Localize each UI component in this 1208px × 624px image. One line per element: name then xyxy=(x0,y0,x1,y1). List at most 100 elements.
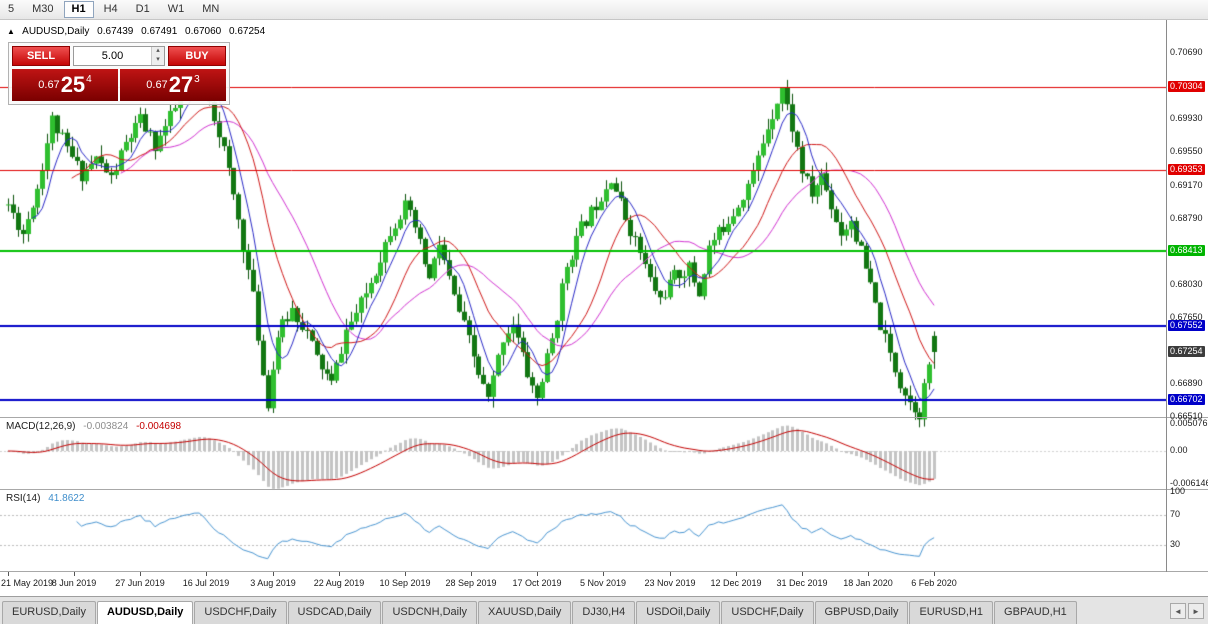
chart-title: ▲ AUDUSD,Daily 0.67439 0.67491 0.67060 0… xyxy=(7,26,270,37)
buy-price-display[interactable]: 0.67 27 3 xyxy=(120,69,226,101)
date-axis-label: 10 Sep 2019 xyxy=(379,578,431,588)
chart-tab-usdchf-daily[interactable]: USDCHF,Daily xyxy=(194,601,287,624)
timeframe-button-mn[interactable]: MN xyxy=(202,3,220,15)
date-tick xyxy=(405,572,406,576)
lot-spinner: ▴ ▾ xyxy=(151,47,164,65)
chart-tabs: EURUSD,Daily AUDUSD,Daily USDCHF,Daily USDC… xyxy=(2,601,1168,624)
ohlc-low: 0.67060 xyxy=(185,26,222,37)
date-tick xyxy=(736,572,737,576)
date-axis[interactable]: 21 May 2019 8 Jun 2019 27 Jun 2019 16 Jul 2… xyxy=(0,572,1208,596)
rsi-axis-label: 70 xyxy=(1170,509,1181,519)
macd-name: MACD(12,26,9) xyxy=(6,421,76,432)
chart-tab-gbpusd-daily[interactable]: GBPUSD,Daily xyxy=(814,601,909,624)
line-price-label: 0.66702 xyxy=(1168,394,1205,405)
date-axis-label: 8 Jun 2019 xyxy=(51,578,97,588)
buy-price-prefix: 0.67 xyxy=(146,79,168,91)
price-axis[interactable]: 0.70690 0.69930 0.69550 0.69170 0.68790 0.680… xyxy=(1167,20,1208,572)
chart-tabbar: EURUSD,Daily AUDUSD,Daily USDCHF,Daily USDC… xyxy=(0,596,1208,624)
date-tick xyxy=(206,572,207,576)
date-tick xyxy=(140,572,141,576)
chart-marker-icon: ▲ xyxy=(7,27,15,36)
date-axis-label: 27 Jun 2019 xyxy=(115,578,165,588)
date-axis-label: 18 Jan 2020 xyxy=(843,578,893,588)
price-axis-label: 0.69550 xyxy=(1170,146,1203,156)
buy-price-big-digits: 27 xyxy=(168,72,194,97)
lot-decrease-button[interactable]: ▾ xyxy=(152,56,164,65)
chart-tab-eurusd-daily[interactable]: EURUSD,Daily xyxy=(2,601,96,624)
date-axis-label: 3 Aug 2019 xyxy=(250,578,296,588)
lot-size-field[interactable]: 5.00 ▴ ▾ xyxy=(73,46,165,66)
price-axis-label: 0.69930 xyxy=(1170,113,1203,123)
panel-separator[interactable] xyxy=(0,489,1208,490)
buy-button[interactable]: BUY xyxy=(168,46,226,66)
date-tick xyxy=(339,572,340,576)
date-tick xyxy=(603,572,604,576)
tab-scroll-right-button[interactable]: ► xyxy=(1188,603,1204,619)
date-tick xyxy=(273,572,274,576)
macd-axis-label: 0.005076 xyxy=(1170,418,1208,428)
sell-price-pip-digit: 4 xyxy=(86,74,92,85)
timeframe-button-h4[interactable]: H4 xyxy=(103,3,118,15)
rsi-axis-label: 100 xyxy=(1170,486,1186,496)
macd-indicator-label: MACD(12,26,9) -0.003824 -0.004698 xyxy=(6,421,186,432)
date-tick xyxy=(868,572,869,576)
chart-tab-usdoil-daily[interactable]: USDOil,Daily xyxy=(636,601,721,624)
line-price-label: 0.70304 xyxy=(1168,81,1205,92)
price-axis-label: 0.69170 xyxy=(1170,180,1203,190)
macd-main-value: -0.003824 xyxy=(83,421,129,432)
chart-tab-eurusd-h1[interactable]: EURUSD,H1 xyxy=(909,601,994,624)
date-tick xyxy=(670,572,671,576)
date-tick xyxy=(537,572,538,576)
tab-scroll-arrows: ◄ ► xyxy=(1168,603,1204,619)
current-price-label: 0.67254 xyxy=(1168,346,1205,357)
price-axis-separator xyxy=(1166,20,1167,572)
chart-tab-usdcnh-daily[interactable]: USDCNH,Daily xyxy=(382,601,478,624)
timeframe-button-h1[interactable]: H1 xyxy=(63,1,94,18)
chart-tab-usdcad-daily[interactable]: USDCAD,Daily xyxy=(287,601,382,624)
timeframe-button-m30[interactable]: M30 xyxy=(32,3,54,15)
price-axis-label: 0.67650 xyxy=(1170,312,1203,322)
date-axis-label: 5 Nov 2019 xyxy=(579,578,627,588)
timeframe-toolbar: 5 M30 H1 H4 D1 W1 MN xyxy=(0,0,1208,20)
ohlc-open: 0.67439 xyxy=(97,26,134,37)
date-axis-label: 6 Feb 2020 xyxy=(911,578,957,588)
sell-button[interactable]: SELL xyxy=(12,46,70,66)
chart-tab-audusd-daily[interactable]: AUDUSD,Daily xyxy=(96,601,194,624)
rsi-axis-label: 30 xyxy=(1170,539,1181,549)
chart-tab-dj30-h4[interactable]: DJ30,H4 xyxy=(572,601,636,624)
date-tick xyxy=(802,572,803,576)
price-axis-label: 0.70690 xyxy=(1170,47,1203,57)
date-axis-label: 21 May 2019 xyxy=(1,578,54,588)
timeframe-button-5[interactable]: 5 xyxy=(8,3,15,15)
line-price-label: 0.67552 xyxy=(1168,320,1205,331)
price-axis-label: 0.66510 xyxy=(1170,411,1203,421)
price-axis-label: 0.66890 xyxy=(1170,378,1203,388)
date-tick xyxy=(8,572,9,576)
chart-tab-gbpaud-h1[interactable]: GBPAUD,H1 xyxy=(994,601,1077,624)
macd-signal-value: -0.004698 xyxy=(136,421,182,432)
date-tick xyxy=(471,572,472,576)
chart-tab-usdchf-daily[interactable]: USDCHF,Daily xyxy=(721,601,814,624)
sell-price-display[interactable]: 0.67 25 4 xyxy=(12,69,118,101)
line-price-label: 0.69353 xyxy=(1168,164,1205,175)
date-tick xyxy=(934,572,935,576)
rsi-value: 41.8622 xyxy=(48,493,85,504)
panel-separator[interactable] xyxy=(0,417,1208,418)
panel-separator xyxy=(0,571,1208,572)
lot-increase-button[interactable]: ▴ xyxy=(152,47,164,56)
sell-price-prefix: 0.67 xyxy=(38,79,60,91)
tab-scroll-left-button[interactable]: ◄ xyxy=(1170,603,1186,619)
price-chart-canvas[interactable] xyxy=(0,20,1166,572)
date-axis-label: 12 Dec 2019 xyxy=(710,578,762,588)
date-axis-label: 23 Nov 2019 xyxy=(644,578,696,588)
lot-size-value: 5.00 xyxy=(101,50,124,62)
buy-price-pip-digit: 3 xyxy=(194,74,200,85)
chart-tab-xauusd-daily[interactable]: XAUUSD,Daily xyxy=(478,601,572,624)
date-tick xyxy=(74,572,75,576)
date-axis-label: 17 Oct 2019 xyxy=(512,578,562,588)
ohlc-close: 0.67254 xyxy=(228,26,266,37)
timeframe-button-w1[interactable]: W1 xyxy=(167,3,185,15)
timeframe-button-d1[interactable]: D1 xyxy=(135,3,150,15)
macd-axis-label: -0.006146 xyxy=(1170,478,1208,488)
ohlc-high: 0.67491 xyxy=(141,26,178,37)
